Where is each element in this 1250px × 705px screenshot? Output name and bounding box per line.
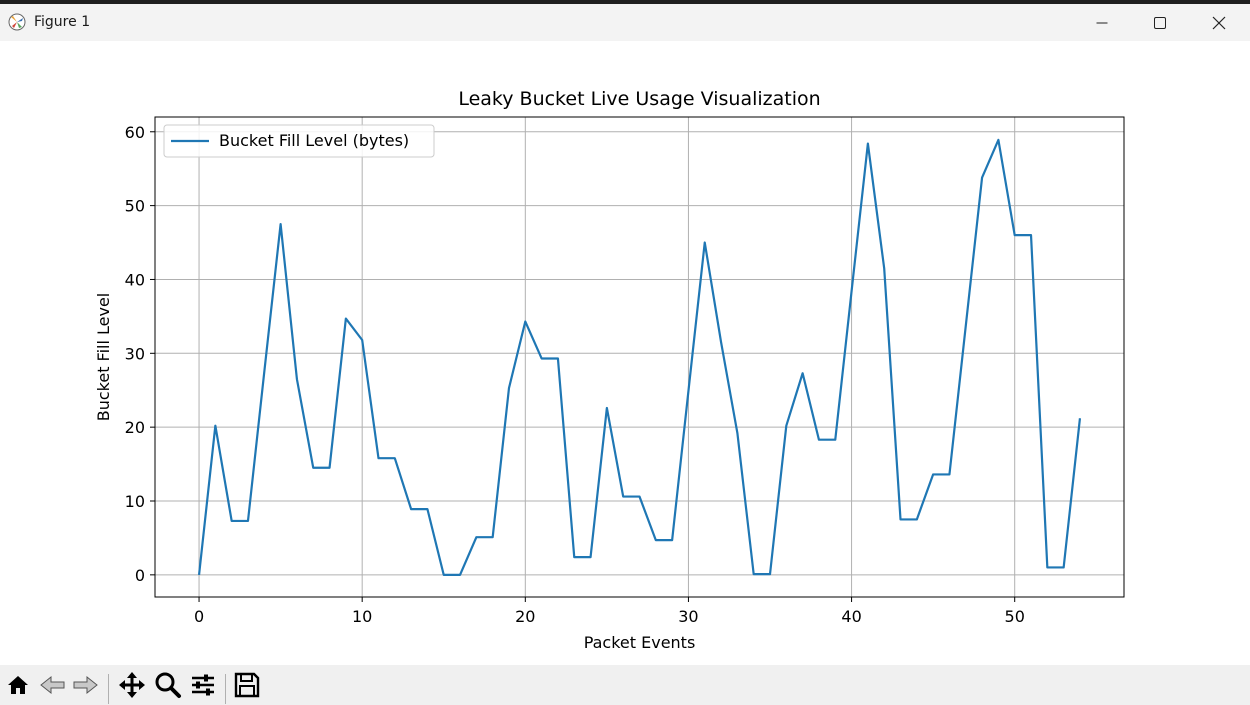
forward-icon: [73, 675, 98, 695]
save-icon: [234, 672, 260, 698]
configure-subplots-button[interactable]: [187, 669, 219, 701]
toolbar-separator: [225, 674, 226, 704]
close-button[interactable]: [1190, 4, 1248, 41]
zoom-icon: [155, 672, 181, 698]
forward-button[interactable]: [69, 669, 101, 701]
pan-button[interactable]: [116, 669, 148, 701]
home-icon: [8, 676, 28, 694]
minimize-icon: [1096, 22, 1108, 23]
navigation-toolbar: [0, 665, 1250, 705]
maximize-button[interactable]: [1131, 4, 1189, 41]
zoom-button[interactable]: [152, 669, 184, 701]
x-tick-label: 40: [841, 607, 861, 626]
back-button[interactable]: [37, 669, 69, 701]
series-line: [197, 138, 1082, 576]
y-tick-label: 20: [125, 418, 145, 437]
figure-canvas[interactable]: 0 10 20 30 40 50 0 10 20 30 40 50 60 Leaky Bucket Li…: [0, 41, 1250, 665]
axes-frame: [154, 116, 1125, 598]
legend: Bucket Fill Level (bytes): [163, 124, 435, 158]
save-button[interactable]: [231, 669, 263, 701]
legend-label: Bucket Fill Level (bytes): [219, 131, 409, 150]
y-tick-label: 60: [125, 123, 145, 142]
y-tick-label: 40: [125, 270, 145, 289]
y-tick-label: 0: [135, 566, 145, 585]
toolbar-separator: [108, 674, 109, 704]
close-icon: [1212, 16, 1226, 29]
maximize-icon: [1154, 16, 1166, 29]
pan-icon: [119, 672, 145, 698]
back-icon: [40, 675, 65, 695]
x-tick-label: 0: [194, 607, 204, 626]
chart-title: Leaky Bucket Live Usage Visualization: [458, 88, 820, 110]
y-tick-label: 50: [125, 197, 145, 216]
window-title: Figure 1: [34, 14, 91, 30]
y-tick-label: 30: [125, 344, 145, 363]
x-axis-label: Packet Events: [584, 633, 696, 652]
window-titlebar[interactable]: Figure 1: [0, 4, 1250, 41]
y-axis-label: Bucket Fill Level: [94, 293, 113, 422]
y-tick-label: 10: [125, 492, 145, 511]
line-chart: 0 10 20 30 40 50 0 10 20 30 40 50 60 Leaky Bucket Li…: [94, 88, 1125, 652]
minimize-button[interactable]: [1073, 4, 1131, 41]
home-button[interactable]: [2, 669, 34, 701]
desktop-strip: [0, 0, 1250, 4]
x-tick-label: 10: [352, 607, 372, 626]
legend-box: [163, 124, 435, 158]
x-tick-label: 30: [678, 607, 698, 626]
x-tick-label: 20: [515, 607, 535, 626]
x-tick-label: 50: [1005, 607, 1025, 626]
configure-subplots-icon: [192, 674, 214, 696]
matplotlib-logo-icon: [8, 13, 26, 31]
